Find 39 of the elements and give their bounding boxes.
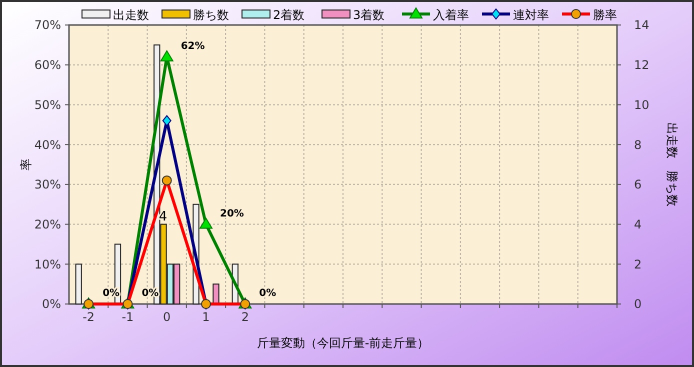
x-tick-label: 2 xyxy=(241,310,249,324)
y-tick-label: 40% xyxy=(34,138,61,152)
y2-tick-label: 2 xyxy=(634,257,642,272)
y2-axis-title: 出走数 勝ち数 xyxy=(665,122,679,206)
y-axis-title: 率 xyxy=(19,158,33,170)
bar xyxy=(212,284,220,304)
y-tick-label: 0% xyxy=(42,297,61,312)
y2-tick-label: 8 xyxy=(634,138,642,152)
y2-tick-label: 14 xyxy=(634,18,650,32)
legend-label: 連対率 xyxy=(513,8,549,22)
data-label: 20% xyxy=(220,208,244,220)
legend-label: 入着率 xyxy=(433,8,469,22)
y2-tick-label: 0 xyxy=(634,297,642,312)
x-axis-title: 斤量変動（今回斤量-前走斤量） xyxy=(256,336,430,350)
y2-tick-label: 6 xyxy=(634,178,642,192)
x-tick-label: -1 xyxy=(122,310,134,324)
legend-label: 出走数 xyxy=(113,8,149,22)
point xyxy=(200,218,212,229)
x-tick-label: 1 xyxy=(202,310,210,324)
y2-tick-label: 4 xyxy=(634,217,642,232)
x-tick-label: -2 xyxy=(82,310,95,324)
legend-label: 3着数 xyxy=(353,8,385,22)
y-tick-label: 30% xyxy=(34,178,61,192)
data-label: 62% xyxy=(180,40,205,52)
bar xyxy=(75,264,82,304)
x-tick-label: 0 xyxy=(163,310,171,324)
legend-label: 勝率 xyxy=(593,8,617,22)
point xyxy=(160,50,174,62)
point xyxy=(162,115,172,126)
y-tick-label: 20% xyxy=(34,217,61,232)
y-tick-label: 50% xyxy=(34,98,61,112)
data-label: 0% xyxy=(259,288,276,299)
y-tick-label: 70% xyxy=(34,18,61,32)
y2-tick-label: 12 xyxy=(634,58,650,72)
legend-label: 勝ち数 xyxy=(193,8,229,22)
y-tick-label: 60% xyxy=(34,58,61,72)
legend-label: 2着数 xyxy=(273,8,305,22)
y2-tick-label: 10 xyxy=(634,98,650,112)
y-tick-label: 10% xyxy=(34,257,61,272)
